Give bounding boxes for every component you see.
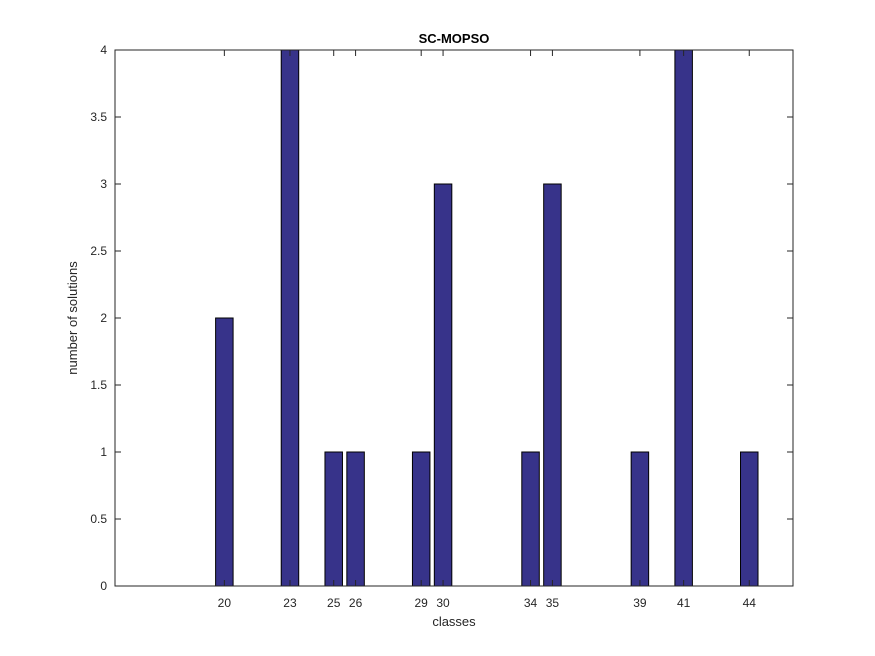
x-tick-label: 39 [633, 596, 647, 610]
y-tick-label: 3 [100, 177, 107, 191]
bar-44 [740, 451, 759, 587]
bar-20 [215, 317, 234, 587]
x-tick-label: 23 [283, 596, 297, 610]
x-tick-label: 29 [415, 596, 429, 610]
x-tick-label: 44 [743, 596, 757, 610]
bar-30 [433, 183, 453, 587]
bar-25 [324, 451, 343, 587]
chart-title: SC-MOPSO [419, 31, 490, 46]
x-tick-label: 34 [524, 596, 538, 610]
bars-group [215, 49, 759, 587]
bar-39 [630, 451, 650, 587]
bar-41 [674, 49, 693, 587]
y-axis-label: number of solutions [65, 261, 80, 375]
y-tick-label: 0 [100, 579, 107, 593]
x-axis-ticks: 20 23 25 26 29 30 34 35 39 41 44 [218, 50, 757, 610]
y-tick-label: 4 [100, 43, 107, 57]
bar-34 [521, 451, 540, 587]
x-tick-label: 30 [436, 596, 450, 610]
x-tick-label: 26 [349, 596, 363, 610]
bar-29 [411, 451, 431, 587]
y-tick-label: 3.5 [90, 110, 107, 124]
x-tick-label: 41 [677, 596, 691, 610]
y-tick-label: 0.5 [90, 512, 107, 526]
y-axis-ticks: 0 0.5 1 1.5 2 2.5 3 3.5 4 [90, 43, 793, 593]
bar-35 [543, 183, 562, 587]
x-axis-label: classes [432, 614, 476, 629]
x-tick-label: 20 [218, 596, 232, 610]
y-tick-label: 2 [100, 311, 107, 325]
y-tick-label: 2.5 [90, 244, 107, 258]
bar-23 [280, 49, 300, 587]
bar-26 [346, 451, 365, 587]
x-tick-label: 35 [546, 596, 560, 610]
y-tick-label: 1 [100, 445, 107, 459]
y-tick-label: 1.5 [90, 378, 107, 392]
x-tick-label: 25 [327, 596, 341, 610]
